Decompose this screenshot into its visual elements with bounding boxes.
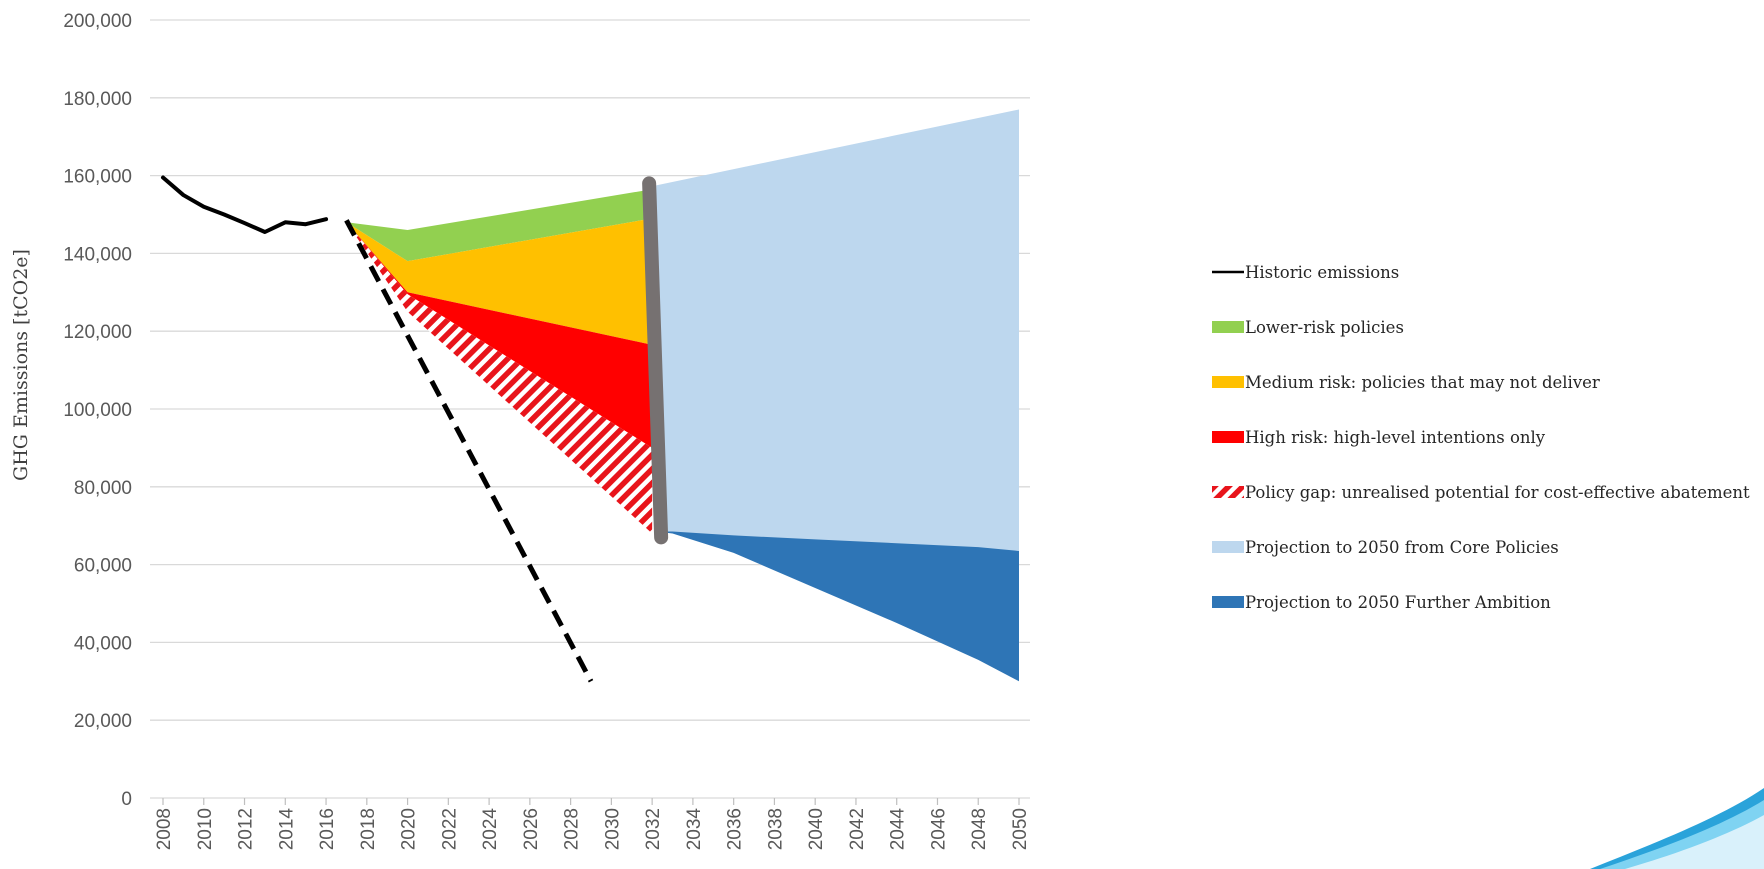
- legend-swatch: [1212, 431, 1244, 443]
- x-tick-label: 2024: [480, 808, 501, 851]
- y-axis: 0 20,000 40,000 60,000 80,000 100,000 120,000 1…: [63, 11, 132, 810]
- legend-swatch: [1212, 541, 1244, 553]
- y-tick-label: 180,000: [63, 89, 132, 110]
- x-axis: 2008 2010 2012 2014 2016 2018 2020 2022 2024 2026…: [154, 798, 1031, 850]
- legend-label: Historic emissions: [1245, 263, 1399, 282]
- legend-item: High risk: high-level intentions only: [1212, 428, 1546, 447]
- lower-risk-band: [346, 189, 653, 262]
- further-ambition-projection-area: [656, 531, 1019, 682]
- x-tick-label: 2032: [643, 808, 664, 850]
- legend-label: Projection to 2050 from Core Policies: [1245, 538, 1559, 557]
- legend-swatch-hatch: [1212, 486, 1244, 498]
- y-tick-label: 160,000: [63, 167, 132, 188]
- legend-item: Projection to 2050 from Core Policies: [1212, 538, 1559, 557]
- high-risk-band: [346, 222, 653, 448]
- legend: Historic emissions Lower-risk policies Med…: [1212, 263, 1750, 612]
- core-policies-projection-area: [656, 109, 1019, 551]
- legend-label: Medium risk: policies that may not deliv…: [1245, 373, 1600, 392]
- x-tick-label: 2042: [847, 808, 868, 850]
- y-tick-label: 0: [121, 789, 132, 810]
- x-tick-label: 2034: [684, 808, 705, 851]
- x-tick-label: 2044: [888, 808, 909, 851]
- y-tick-label: 100,000: [63, 400, 132, 421]
- x-tick-label: 2022: [439, 808, 460, 850]
- legend-item: Medium risk: policies that may not deliv…: [1212, 373, 1600, 392]
- historic-emissions-line: [161, 175, 329, 235]
- decorative-swoosh: [1590, 788, 1764, 869]
- x-tick-label: 2026: [521, 808, 542, 850]
- x-tick-label: 2036: [725, 808, 746, 850]
- policy-gap-band: [346, 222, 653, 534]
- x-tick-label: 2028: [562, 808, 583, 850]
- projection-divider-bar: [642, 176, 669, 545]
- y-tick-label: 20,000: [74, 711, 132, 732]
- x-tick-label: 2014: [276, 808, 297, 851]
- y-tick-label: 80,000: [74, 478, 132, 499]
- y-axis-label: GHG Emissions [tCO2e]: [10, 249, 32, 481]
- x-tick-label: 2016: [317, 808, 338, 850]
- x-tick-label: 2046: [928, 808, 949, 850]
- y-tick-label: 140,000: [63, 244, 132, 265]
- x-tick-label: 2008: [154, 808, 175, 850]
- target-trajectory-line: [344, 219, 594, 683]
- x-tick-label: 2012: [236, 808, 257, 850]
- legend-item: Policy gap: unrealised potential for cos…: [1212, 483, 1750, 502]
- x-tick-label: 2018: [358, 808, 379, 850]
- y-tick-label: 40,000: [74, 633, 132, 654]
- legend-swatch: [1212, 596, 1244, 608]
- x-tick-label: 2020: [399, 808, 420, 850]
- x-tick-label: 2010: [195, 808, 216, 850]
- legend-label: Policy gap: unrealised potential for cos…: [1245, 483, 1750, 502]
- x-tick-label: 2038: [765, 808, 786, 850]
- legend-swatch: [1212, 376, 1244, 388]
- legend-item: Lower-risk policies: [1212, 318, 1404, 337]
- legend-label: Lower-risk policies: [1245, 318, 1404, 337]
- y-tick-label: 60,000: [74, 556, 132, 577]
- x-tick-label: 2030: [602, 808, 623, 850]
- plot-lines: [161, 175, 669, 683]
- plot-areas: [346, 109, 1019, 682]
- x-tick-label: 2040: [806, 808, 827, 850]
- legend-item: Historic emissions: [1212, 263, 1399, 282]
- x-tick-label: 2048: [969, 808, 990, 850]
- x-tick-label: 2050: [1010, 808, 1031, 850]
- legend-item: Projection to 2050 Further Ambition: [1212, 593, 1551, 612]
- y-tick-label: 200,000: [63, 11, 132, 32]
- legend-swatch: [1212, 321, 1244, 333]
- y-tick-label: 120,000: [63, 322, 132, 343]
- legend-label: Projection to 2050 Further Ambition: [1245, 593, 1551, 612]
- medium-risk-band: [346, 218, 653, 345]
- legend-label: High risk: high-level intentions only: [1245, 428, 1546, 447]
